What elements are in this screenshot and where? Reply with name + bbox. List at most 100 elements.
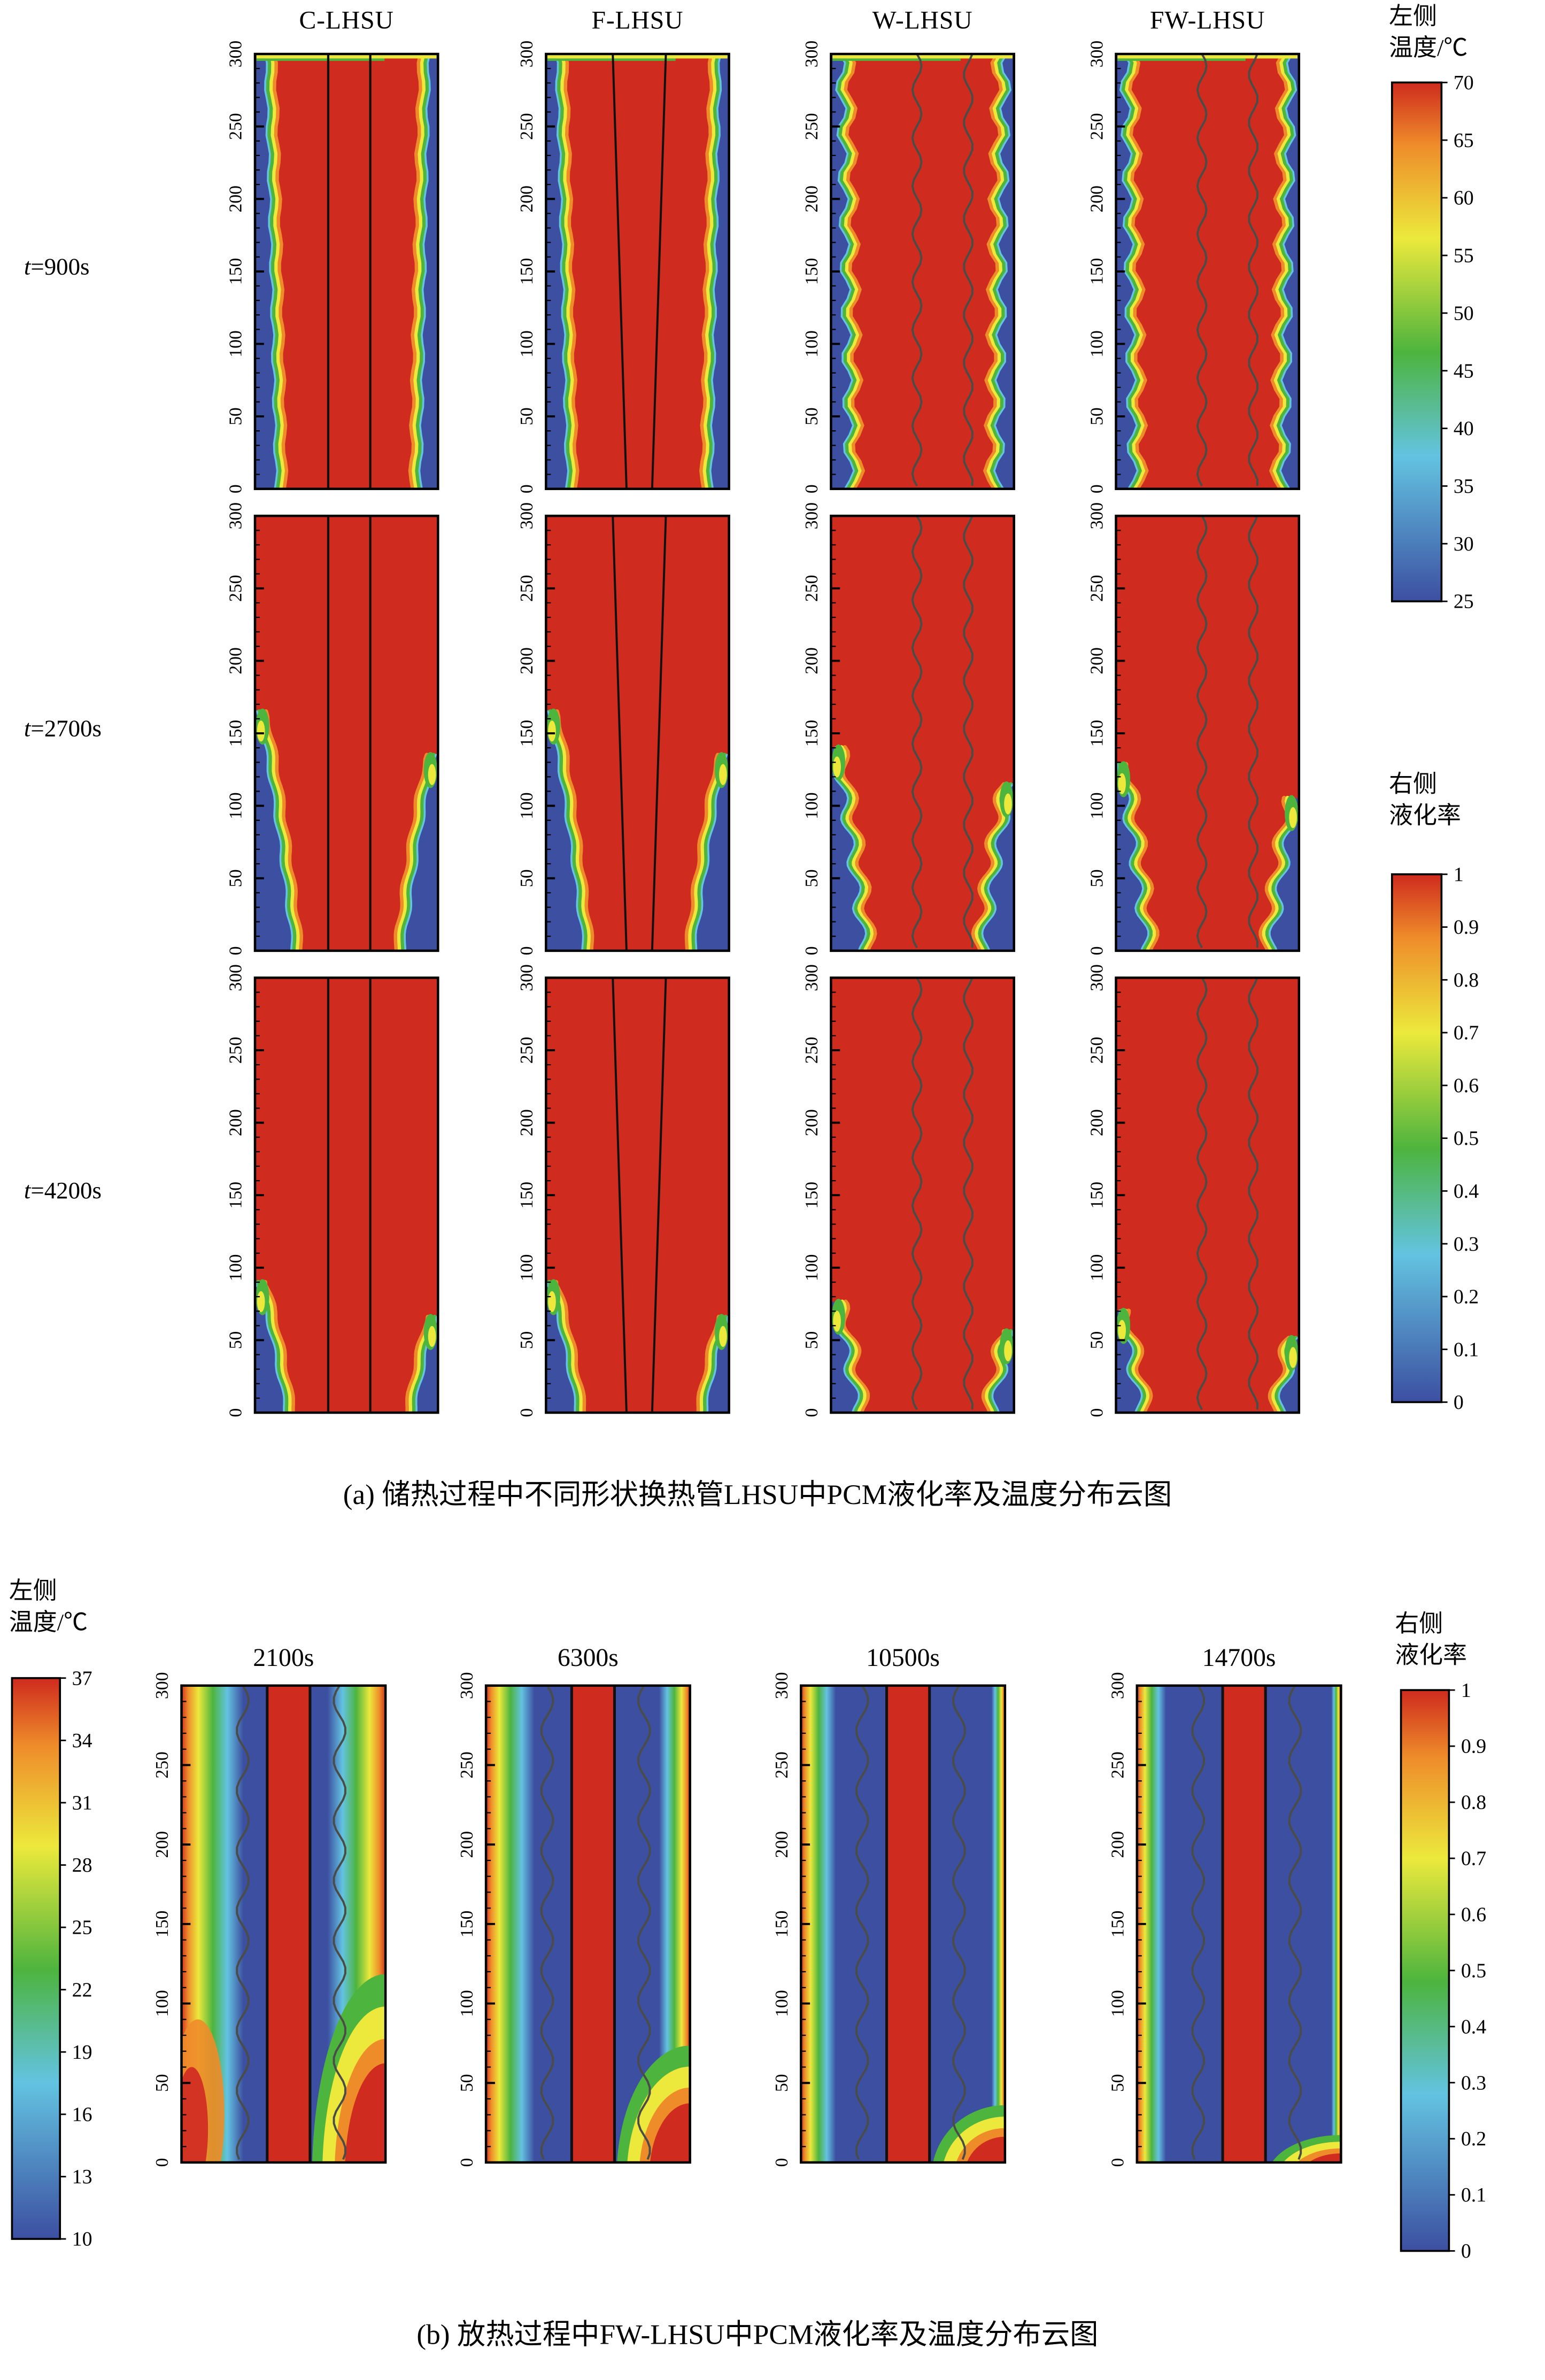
y-axis-tick-label: 50	[802, 1331, 822, 1350]
y-axis-tick-label: 0	[517, 1408, 537, 1417]
y-axis-tick-label: 0	[802, 946, 822, 955]
colorbar-tick-label: 37	[72, 1667, 92, 1689]
colorbar-tick-label: 40	[1454, 417, 1474, 440]
colorbar-tick-label: 0.2	[1454, 1286, 1479, 1308]
y-axis-tick-label: 0	[517, 484, 537, 493]
colorbar-tick-label: 0.7	[1461, 1848, 1486, 1870]
y-axis-tick-label: 50	[1087, 869, 1107, 887]
panel-title-14700s: 14700s	[1202, 1643, 1276, 1672]
panel-title-2100s: 2100s	[253, 1643, 314, 1672]
colorbar-tick-label: 0.3	[1461, 2072, 1486, 2094]
colorbar-tick-label: 0.1	[1461, 2184, 1486, 2206]
colorbar-title-line: 温度/℃	[1389, 35, 1468, 61]
y-axis-tick-label: 150	[457, 1911, 477, 1937]
y-axis-tick-label: 0	[517, 946, 537, 955]
y-axis-tick-label: 100	[152, 1990, 172, 2017]
colorbar-tick-label: 0.5	[1454, 1127, 1479, 1150]
y-axis-tick-label: 300	[517, 502, 537, 529]
y-axis-tick-label: 200	[517, 647, 537, 674]
y-axis-tick-label: 0	[457, 2158, 477, 2167]
colorbar-tick-label: 0	[1461, 2240, 1471, 2262]
colorbar-tick-label: 0.7	[1454, 1022, 1479, 1044]
y-axis-tick-label: 250	[517, 113, 537, 139]
contour-panel-a-row1-col1: 0 50 100 150 200 250 300	[216, 41, 441, 495]
colorbar-tick-label: 50	[1454, 302, 1474, 324]
colorbar-tick-label: 22	[72, 1979, 92, 2001]
contour-panel-a-row2-col4: 0 50 100 150 200 250 300	[1077, 502, 1302, 957]
colorbar-tick-label: 16	[72, 2103, 92, 2126]
y-axis-tick-label: 150	[226, 258, 246, 285]
contour-panel-a-row3-col1: 0 50 100 150 200 250 300	[216, 964, 441, 1419]
caption-a: (a) 储热过程中不同形状换热管LHSU中PCM液化率及温度分布云图	[343, 1480, 1172, 1512]
y-axis-tick-label: 100	[1087, 1254, 1107, 1281]
y-axis-tick-label: 150	[517, 1182, 537, 1208]
colorbar-tick-label: 0.4	[1461, 2015, 1486, 2038]
y-axis-tick-label: 300	[226, 502, 246, 529]
colorbar-tick-label: 0.9	[1461, 1735, 1486, 1758]
y-axis-tick-label: 300	[517, 964, 537, 991]
y-axis-tick-label: 100	[457, 1990, 477, 2017]
y-axis-tick-label: 100	[802, 1254, 822, 1281]
y-axis-tick-label: 300	[517, 41, 537, 67]
contour-panel-a-row1-col2: 0 50 100 150 200 250 300	[507, 41, 732, 495]
colorbar-tick-label: 0.8	[1461, 1792, 1486, 1814]
y-axis-tick-label: 250	[226, 1037, 246, 1064]
y-axis-tick-label: 50	[517, 407, 537, 425]
colorbar-title-line: 右侧	[1395, 1612, 1443, 1638]
y-axis-tick-label: 0	[802, 484, 822, 493]
y-axis-tick-label: 50	[772, 2074, 792, 2092]
colorbar-tick-label: 31	[72, 1792, 92, 1815]
y-axis-tick-label: 200	[226, 185, 246, 212]
y-axis-tick-label: 250	[1087, 113, 1107, 139]
y-axis-tick-label: 150	[802, 258, 822, 285]
y-axis-tick-label: 250	[772, 1751, 792, 1778]
contour-panel-a-row3-col2: 0 50 100 150 200 250 300	[507, 964, 732, 1419]
y-axis-tick-label: 0	[226, 484, 246, 493]
contour-panel-b-10500s: 0 50 100 150 200 250 300	[762, 1672, 1008, 2168]
y-axis-tick-label: 200	[772, 1831, 792, 1858]
y-axis-tick-label: 50	[802, 407, 822, 425]
y-axis-tick-label: 200	[802, 185, 822, 212]
y-axis-tick-label: 300	[1108, 1672, 1128, 1699]
y-axis-tick-label: 200	[1087, 647, 1107, 674]
column-title-FW-LHSU: FW-LHSU	[1150, 6, 1265, 35]
y-axis-tick-label: 300	[772, 1672, 792, 1699]
colorbar-tick-label: 25	[1454, 591, 1474, 613]
colorbar-title-line: 温度/℃	[9, 1610, 88, 1636]
colorbar-title-temp-b: 左侧 温度/℃	[9, 1578, 88, 1640]
colorbar-tick-label: 65	[1454, 129, 1474, 152]
colorbar-tick-label: 0.6	[1461, 1904, 1486, 1926]
colorbar-tick-label: 0.9	[1454, 916, 1479, 939]
y-axis-tick-label: 150	[226, 1182, 246, 1208]
y-axis-tick-label: 200	[802, 1109, 822, 1136]
y-axis-tick-label: 150	[1108, 1911, 1128, 1937]
y-axis-tick-label: 50	[226, 1331, 246, 1350]
y-axis-tick-label: 150	[802, 1182, 822, 1208]
y-axis-tick-label: 50	[226, 869, 246, 887]
colorbar-tick-label: 0	[1454, 1391, 1464, 1414]
colorbar-tick-label: 0.3	[1454, 1233, 1479, 1255]
y-axis-tick-label: 250	[802, 1037, 822, 1064]
y-axis-tick-label: 100	[802, 330, 822, 357]
y-axis-tick-label: 50	[226, 407, 246, 425]
colorbar-title-line: 左侧	[9, 1579, 57, 1605]
y-axis-tick-label: 50	[802, 869, 822, 887]
y-axis-tick-label: 200	[517, 185, 537, 212]
y-axis-tick-label: 150	[1087, 258, 1107, 285]
colorbar-tick-label: 70	[1454, 72, 1474, 94]
row-label-2: t=2700s	[24, 717, 102, 742]
contour-panel-a-row1-col3: 0 50 100 150 200 250 300	[792, 41, 1017, 495]
y-axis-tick-label: 100	[1087, 330, 1107, 357]
y-axis-tick-label: 300	[802, 41, 822, 67]
y-axis-tick-label: 250	[517, 575, 537, 602]
y-axis-tick-label: 250	[226, 575, 246, 602]
panel-title-6300s: 6300s	[557, 1643, 619, 1672]
y-axis-tick-label: 200	[226, 1109, 246, 1136]
colorbar-liquid-b: 1 0.9 0.8 0.7 0.6 0.5 0.4 0.3 0.2 0.1 0	[1400, 1679, 1515, 2262]
y-axis-tick-label: 0	[226, 1408, 246, 1417]
y-axis-tick-label: 250	[802, 113, 822, 139]
y-axis-tick-label: 0	[1087, 1408, 1107, 1417]
colorbar-tick-label: 1	[1454, 863, 1464, 886]
y-axis-tick-label: 50	[1087, 407, 1107, 425]
